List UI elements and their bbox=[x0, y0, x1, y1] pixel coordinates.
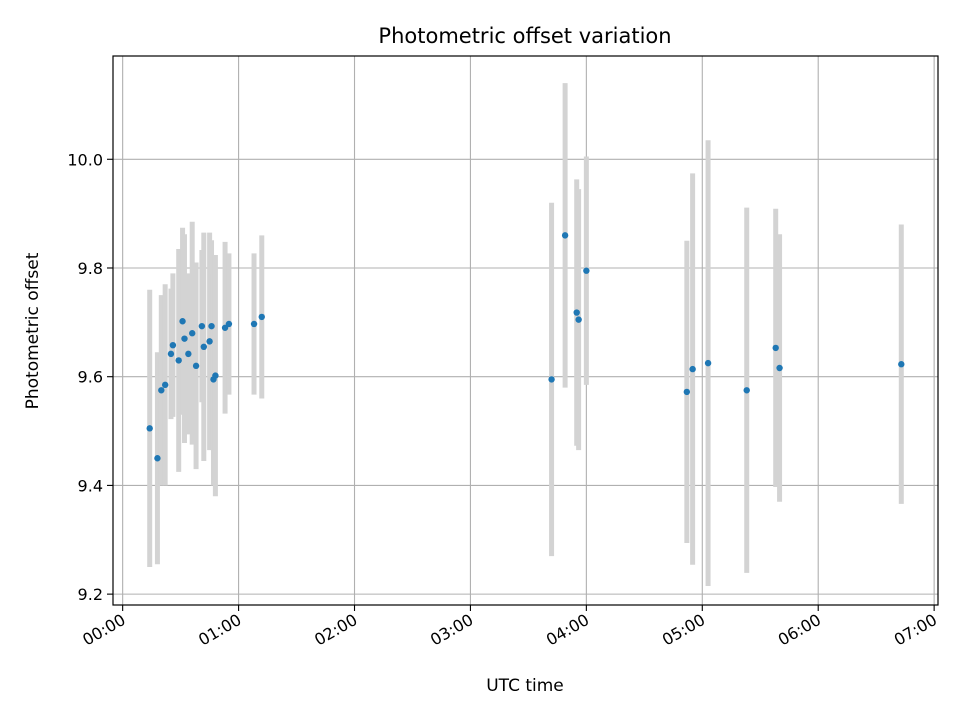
data-point bbox=[169, 341, 177, 349]
data-point bbox=[225, 320, 233, 328]
data-point bbox=[179, 318, 186, 325]
y-tick-label: 9.4 bbox=[78, 476, 103, 495]
y-tick-label: 10.0 bbox=[67, 150, 103, 169]
data-point bbox=[208, 322, 215, 330]
data-point bbox=[198, 322, 206, 330]
data-point bbox=[258, 313, 265, 321]
data-point bbox=[583, 267, 590, 274]
data-point bbox=[776, 364, 783, 372]
y-axis-title: Photometric offset bbox=[23, 252, 43, 409]
data-point bbox=[181, 335, 188, 342]
data-point bbox=[189, 330, 196, 337]
data-point bbox=[573, 309, 580, 316]
data-point bbox=[704, 359, 712, 367]
y-tick-label: 9.2 bbox=[78, 585, 103, 604]
data-point bbox=[743, 387, 750, 394]
data-point bbox=[898, 361, 905, 368]
data-point bbox=[772, 344, 779, 352]
data-point bbox=[161, 381, 169, 389]
data-point bbox=[175, 357, 182, 364]
data-point bbox=[212, 372, 219, 379]
data-point bbox=[185, 350, 192, 358]
data-point bbox=[200, 343, 208, 351]
data-point bbox=[192, 362, 200, 370]
data-points bbox=[146, 232, 905, 462]
data-point bbox=[158, 387, 165, 394]
data-point bbox=[206, 338, 213, 345]
data-point bbox=[561, 232, 569, 239]
data-point bbox=[167, 350, 175, 358]
data-point bbox=[146, 425, 153, 432]
y-axis-ticks: 9.2 9.4 9.6 9.8 10.0 bbox=[67, 150, 113, 604]
data-point bbox=[683, 388, 691, 396]
y-tick-label: 9.6 bbox=[78, 368, 103, 387]
data-point bbox=[689, 365, 696, 373]
chart-title: Photometric offset variation bbox=[378, 24, 671, 48]
plot-frame bbox=[112, 55, 939, 606]
x-axis-title: UTC time bbox=[486, 676, 564, 696]
data-point bbox=[154, 455, 161, 462]
y-tick-label: 9.8 bbox=[78, 259, 103, 278]
data-point bbox=[575, 316, 582, 323]
data-point bbox=[250, 320, 258, 328]
data-point bbox=[548, 376, 555, 383]
